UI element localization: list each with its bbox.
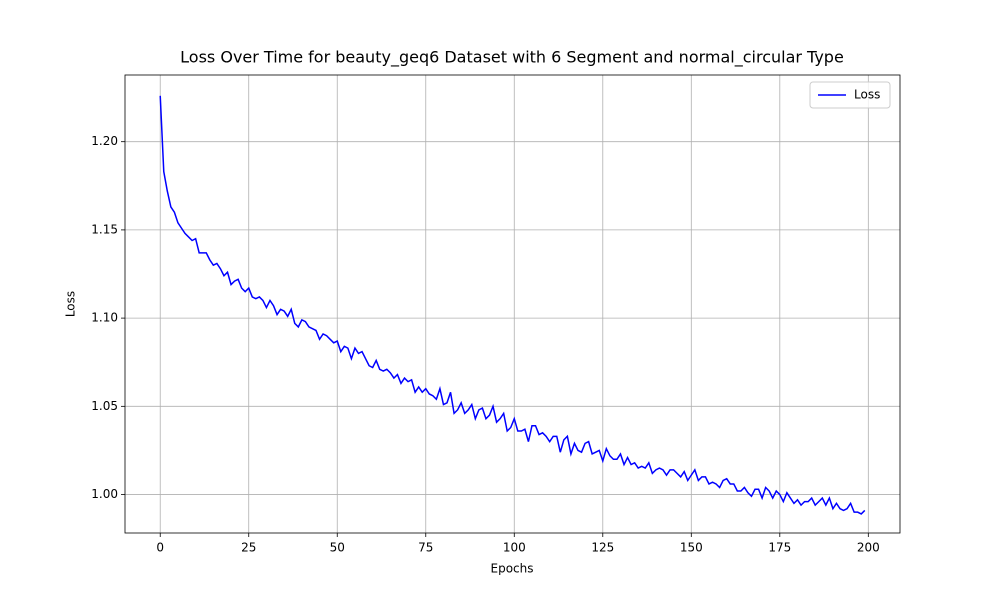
- x-tick-label: 50: [330, 541, 345, 555]
- chart-title: Loss Over Time for beauty_geq6 Dataset w…: [180, 48, 844, 68]
- y-tick-label: 1.00: [91, 487, 118, 501]
- x-tick-label: 25: [241, 541, 256, 555]
- legend-box: [809, 81, 891, 109]
- loss-line: [159, 95, 866, 515]
- x-tick-label: 125: [591, 541, 614, 555]
- x-tick-label: 200: [857, 541, 880, 555]
- y-tick-label: 1.15: [91, 222, 118, 236]
- y-tick-label: 1.10: [91, 311, 118, 325]
- legend-label: Loss: [854, 88, 880, 102]
- x-tick-label: 0: [156, 541, 164, 555]
- x-tick-label: 75: [418, 541, 433, 555]
- x-tick-label: 150: [680, 541, 703, 555]
- plot-frame: [124, 74, 901, 534]
- y-tick-label: 1.05: [91, 399, 118, 413]
- y-axis-label: Loss: [64, 291, 78, 317]
- x-tick-label: 175: [768, 541, 791, 555]
- y-tick-label: 1.20: [91, 134, 118, 148]
- x-axis-label: Epochs: [491, 562, 534, 576]
- x-tick-label: 100: [503, 541, 526, 555]
